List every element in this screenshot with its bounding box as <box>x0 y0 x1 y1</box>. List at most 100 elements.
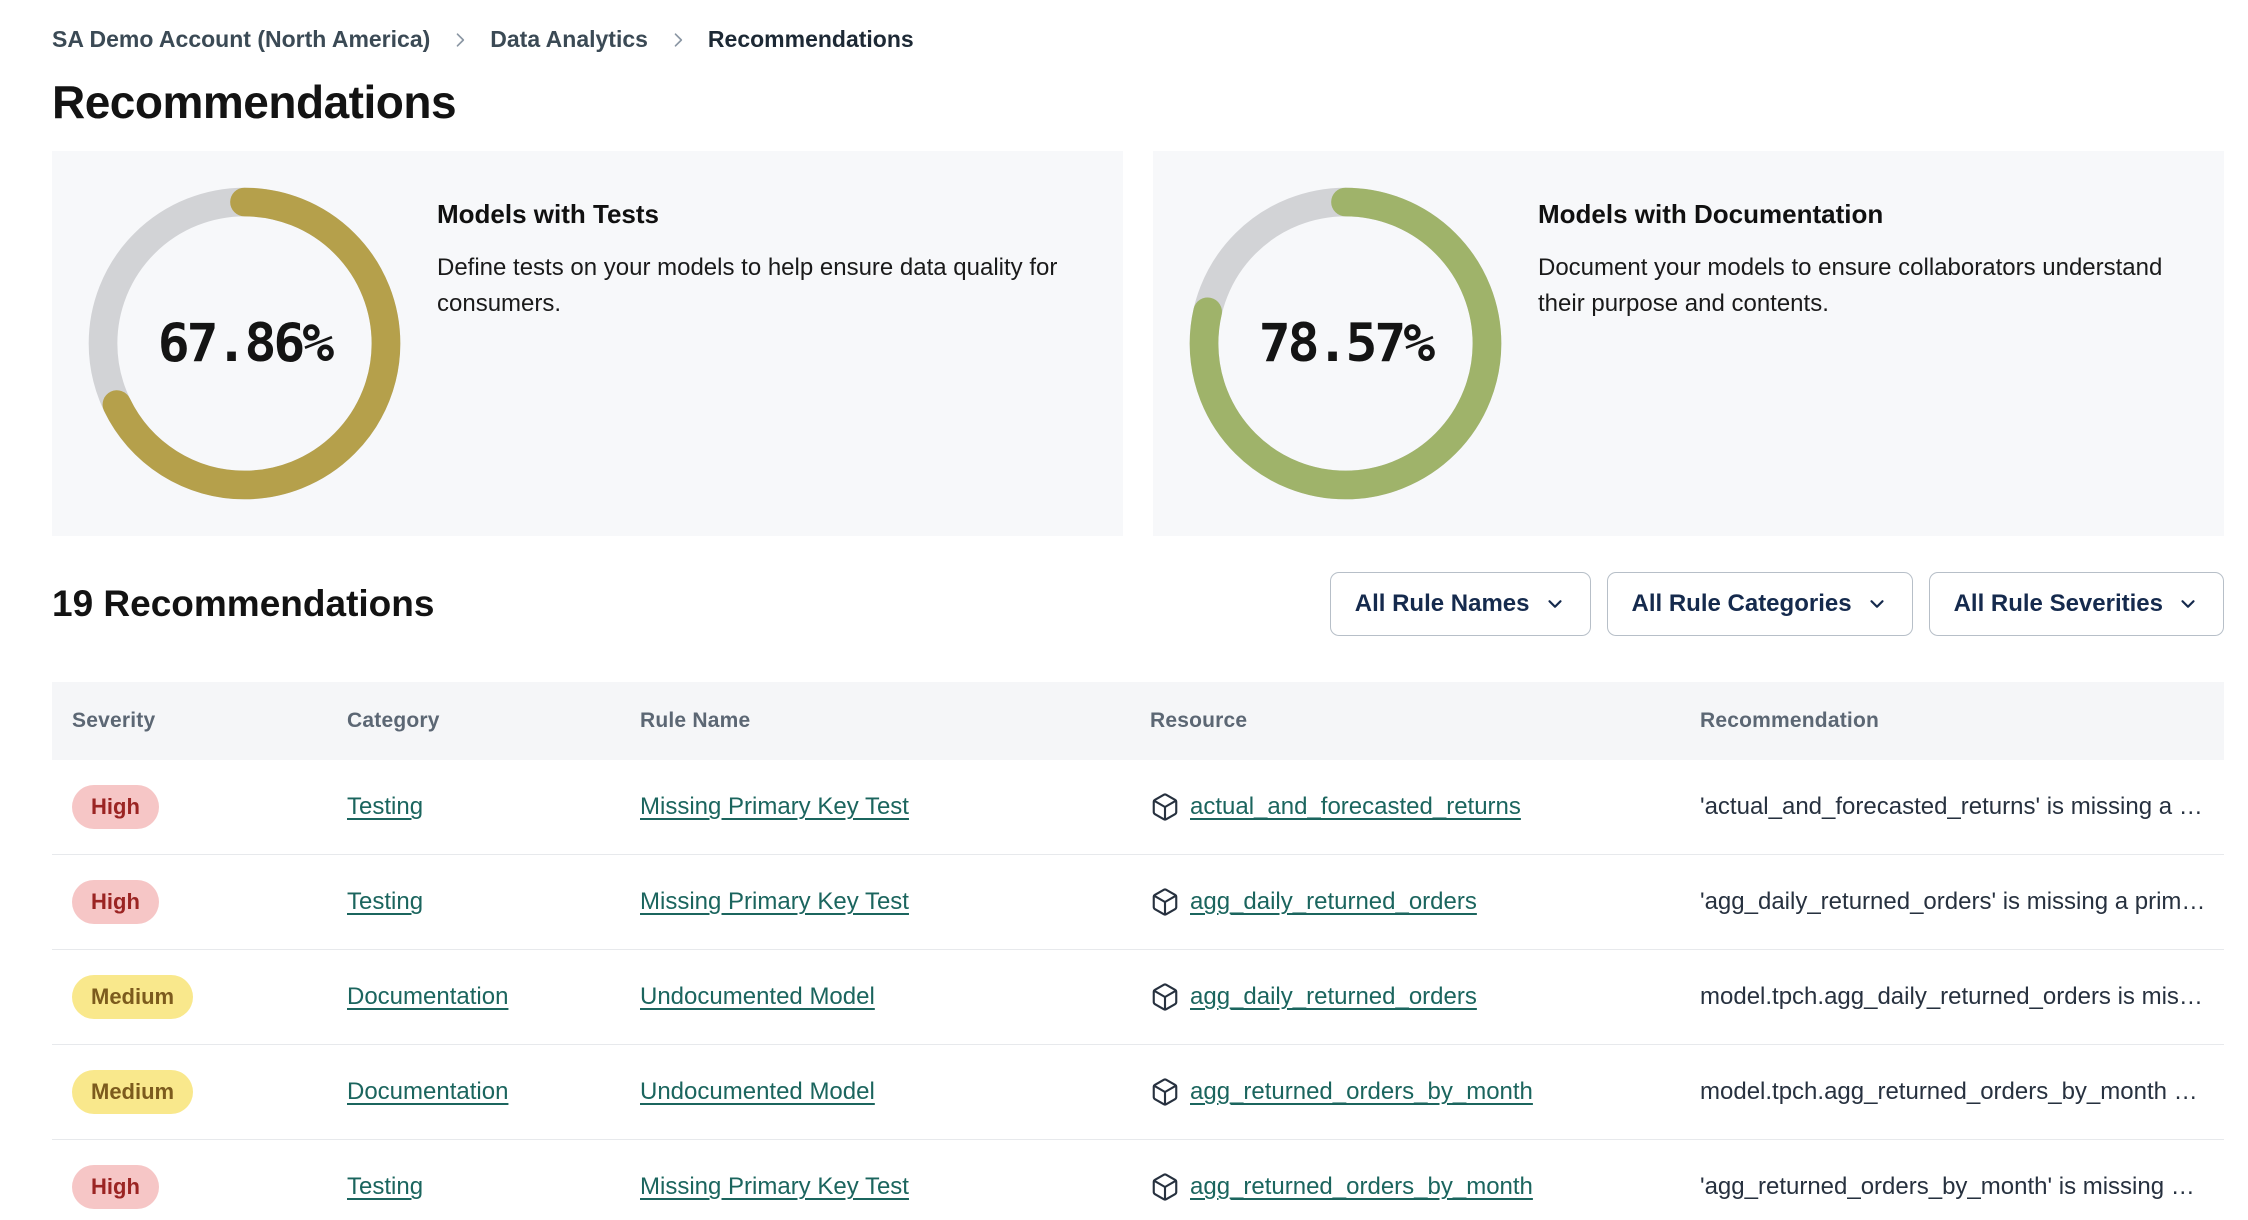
category-cell: Testing <box>347 760 640 855</box>
category-link[interactable]: Testing <box>347 888 424 915</box>
category-link[interactable]: Testing <box>347 793 424 820</box>
category-link[interactable]: Testing <box>347 1173 424 1200</box>
table-row: High Testing Missing Primary Key Test ag… <box>52 854 2224 950</box>
rule-name-link[interactable]: Missing Primary Key Test <box>640 1173 909 1200</box>
rule-severities-filter[interactable]: All Rule Severities <box>1928 572 2224 636</box>
recommendation-text: model.tpch.agg_daily_returned_orders is … <box>1700 983 2203 1010</box>
card-text: Models with Tests Define tests on your m… <box>437 199 1087 322</box>
filter-label: All Rule Severities <box>1953 590 2163 617</box>
chevron-down-icon <box>1869 600 1884 608</box>
resource-link[interactable]: actual_and_forecasted_returns <box>1190 793 1521 820</box>
chevron-down-icon <box>1547 600 1562 608</box>
cube-icon <box>1152 983 1178 1011</box>
rule-categories-filter[interactable]: All Rule Categories <box>1606 572 1913 636</box>
page-title: Recommendations <box>52 76 457 128</box>
card-title: Models with Documentation <box>1538 199 1884 229</box>
list-bar: 19 Recommendations All Rule Names All Ru… <box>52 572 2224 636</box>
resource-link[interactable]: agg_daily_returned_orders <box>1190 983 1477 1010</box>
column-header-category: Category <box>347 682 640 760</box>
breadcrumb-current: Recommendations <box>707 26 914 52</box>
recommendation-cell: 'agg_returned_orders_by_month' is missin… <box>1700 1139 2224 1220</box>
column-header-resource: Resource <box>1150 682 1700 760</box>
docs-donut-chart: 78.57% <box>1183 181 1508 506</box>
recommendation-cell: 'agg_daily_returned_orders' is missing a… <box>1700 854 2224 950</box>
cube-icon <box>1152 1173 1178 1201</box>
donut-svg <box>1189 187 1502 500</box>
filters: All Rule Names All Rule Categories All R… <box>1329 572 2224 636</box>
resource-cell: agg_returned_orders_by_month <box>1150 1139 1700 1220</box>
breadcrumb-project-link[interactable]: Data Analytics <box>490 26 648 52</box>
filter-label: All Rule Names <box>1354 590 1530 617</box>
rule-name-link[interactable]: Undocumented Model <box>640 983 875 1010</box>
resource-link[interactable]: agg_returned_orders_by_month <box>1190 1173 1533 1200</box>
cube-icon <box>1152 793 1178 821</box>
card-title: Models with Tests <box>437 199 659 229</box>
resource-link[interactable]: agg_daily_returned_orders <box>1190 888 1477 915</box>
severity-badge: High <box>72 879 159 925</box>
table-header-row: Severity Category Rule Name Resource Rec… <box>52 682 2224 760</box>
rule-name-link[interactable]: Missing Primary Key Test <box>640 793 909 820</box>
donut-arc <box>88 187 401 500</box>
filter-label: All Rule Categories <box>1631 590 1852 617</box>
severity-badge: High <box>72 784 159 830</box>
recommendation-cell: model.tpch.agg_returned_orders_by_month … <box>1700 1044 2224 1140</box>
severity-cell: Medium <box>52 1044 347 1140</box>
recommendation-cell: 'actual_and_forecasted_returns' is missi… <box>1700 760 2224 855</box>
recommendation-text: model.tpch.agg_returned_orders_by_month … <box>1700 1078 2198 1105</box>
rule-name-cell: Missing Primary Key Test <box>640 760 1150 855</box>
category-cell: Testing <box>347 1139 640 1220</box>
tests-percent-value: 67.86% <box>157 313 334 374</box>
cube-icon <box>1152 888 1178 916</box>
recommendations-count-heading: 19 Recommendations <box>52 583 435 624</box>
severity-cell: High <box>52 1139 347 1220</box>
category-cell: Documentation <box>347 1044 640 1140</box>
category-link[interactable]: Documentation <box>347 1078 509 1105</box>
table-row: Medium Documentation Undocumented Model … <box>52 1044 2224 1140</box>
table-row: Medium Documentation Undocumented Model … <box>52 949 2224 1045</box>
column-header-recommendation: Recommendation <box>1700 682 2224 760</box>
tests-donut-chart: 67.86% <box>82 181 407 506</box>
severity-badge: Medium <box>72 974 194 1020</box>
severity-badge: Medium <box>72 1069 194 1115</box>
card-description: Define tests on your models to help ensu… <box>437 254 1058 317</box>
rule-name-cell: Undocumented Model <box>640 1044 1150 1140</box>
resource-cell: actual_and_forecasted_returns <box>1150 760 1700 855</box>
resource-cell: agg_daily_returned_orders <box>1150 949 1700 1045</box>
rule-name-cell: Missing Primary Key Test <box>640 854 1150 950</box>
table-row: High Testing Missing Primary Key Test ac… <box>52 760 2224 855</box>
severity-cell: High <box>52 760 347 855</box>
rule-name-cell: Undocumented Model <box>640 949 1150 1045</box>
rule-names-filter[interactable]: All Rule Names <box>1329 572 1591 636</box>
severity-badge: High <box>72 1164 159 1210</box>
resource-link[interactable]: agg_returned_orders_by_month <box>1190 1078 1533 1105</box>
resource-cell: agg_daily_returned_orders <box>1150 854 1700 950</box>
rule-name-cell: Missing Primary Key Test <box>640 1139 1150 1220</box>
card-description: Document your models to ensure collabora… <box>1538 254 2163 317</box>
donut-svg <box>88 187 401 500</box>
donut-arc <box>1189 187 1502 500</box>
category-cell: Documentation <box>347 949 640 1045</box>
severity-cell: High <box>52 854 347 950</box>
recommendation-cell: model.tpch.agg_daily_returned_orders is … <box>1700 949 2224 1045</box>
rule-name-link[interactable]: Missing Primary Key Test <box>640 888 909 915</box>
chevron-right-icon <box>674 32 683 47</box>
recommendation-text: 'agg_returned_orders_by_month' is missin… <box>1700 1173 2195 1200</box>
docs-percent-value: 78.57% <box>1258 313 1435 374</box>
breadcrumb-account-link[interactable]: SA Demo Account (North America) <box>52 26 431 52</box>
metric-cards: 67.86% Models with Tests Define tests on… <box>52 151 2224 536</box>
table-row: High Testing Missing Primary Key Test ag… <box>52 1139 2224 1220</box>
chevron-right-icon <box>456 32 465 47</box>
category-link[interactable]: Documentation <box>347 983 509 1010</box>
column-header-rule-name: Rule Name <box>640 682 1150 760</box>
column-header-severity: Severity <box>52 682 347 760</box>
severity-cell: Medium <box>52 949 347 1045</box>
chevron-down-icon <box>2181 600 2195 608</box>
category-cell: Testing <box>347 854 640 950</box>
resource-cell: agg_returned_orders_by_month <box>1150 1044 1700 1140</box>
models-with-documentation-card: 78.57% Models with Documentation Documen… <box>1153 151 2224 536</box>
cube-icon <box>1152 1078 1178 1106</box>
rule-name-link[interactable]: Undocumented Model <box>640 1078 875 1105</box>
recommendations-table: Severity Category Rule Name Resource Rec… <box>52 682 2224 1220</box>
breadcrumb: SA Demo Account (North America) Data Ana… <box>52 0 2224 53</box>
